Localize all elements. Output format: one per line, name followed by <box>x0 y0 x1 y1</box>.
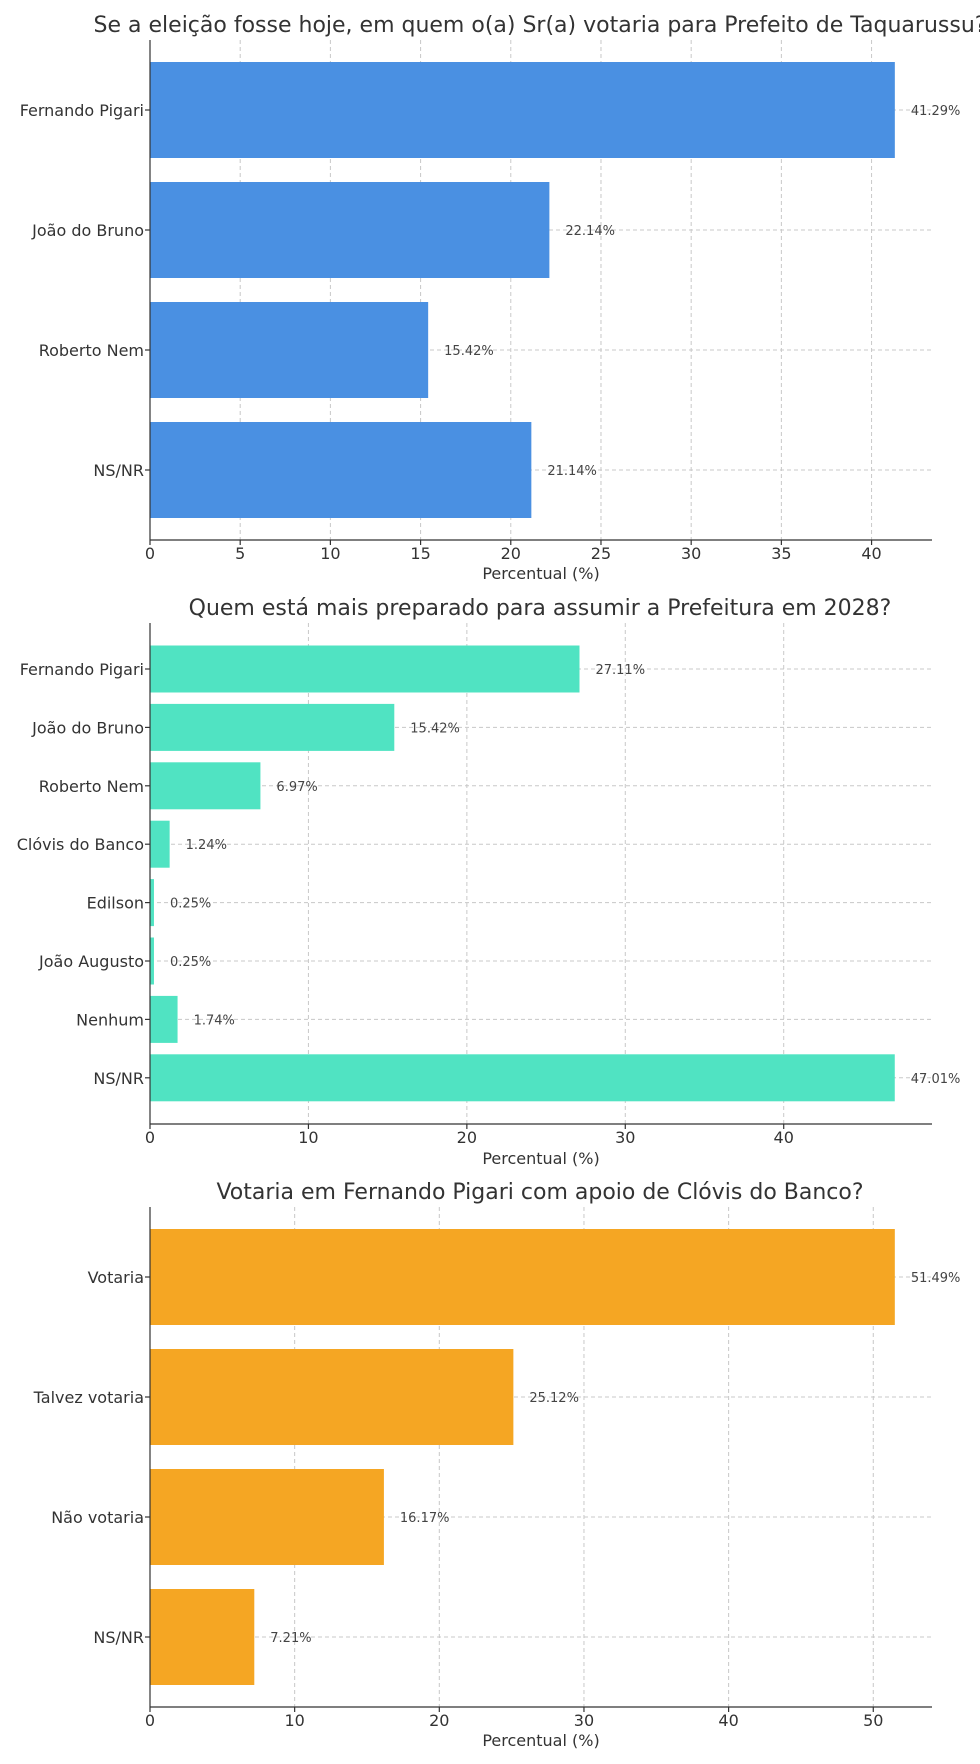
x-tick-label: 5 <box>235 544 245 563</box>
category-label: NS/NR <box>93 1069 144 1088</box>
category-label: João do Bruno <box>31 221 144 240</box>
category-label: João Augusto <box>38 952 144 971</box>
bar <box>150 879 154 927</box>
category-label: Edilson <box>87 894 144 913</box>
bar <box>150 703 395 751</box>
category-label: Fernando Pigari <box>20 101 144 120</box>
bar <box>150 1469 384 1565</box>
category-label: Roberto Nem <box>39 777 144 796</box>
x-tick-label: 30 <box>615 1128 635 1147</box>
x-tick-label: 10 <box>320 544 340 563</box>
chart-3: Votaria em Fernando Pigari com apoio de … <box>33 1180 961 1750</box>
chart-title: Se a eleição fosse hoje, em quem o(a) Sr… <box>94 13 980 38</box>
chart-title: Votaria em Fernando Pigari com apoio de … <box>216 1180 863 1205</box>
category-label: João do Bruno <box>31 718 144 737</box>
x-tick-label: 40 <box>861 544 881 563</box>
chart-title: Quem está mais preparado para assumir a … <box>189 596 892 621</box>
x-tick-label: 40 <box>718 1711 738 1730</box>
data-label: 16.17% <box>400 1511 450 1526</box>
x-axis-label: Percentual (%) <box>482 564 599 583</box>
x-tick-label: 20 <box>501 544 521 563</box>
bar <box>150 645 580 693</box>
bar <box>150 422 532 518</box>
bar <box>150 762 261 810</box>
bar <box>150 302 429 398</box>
data-label: 21.14% <box>547 464 597 479</box>
x-tick-label: 10 <box>298 1128 318 1147</box>
category-label: Fernando Pigari <box>20 660 144 679</box>
category-label: Não votaria <box>51 1508 144 1527</box>
bar <box>150 1589 255 1685</box>
x-tick-label: 10 <box>284 1711 304 1730</box>
x-tick-label: 0 <box>145 1128 155 1147</box>
category-label: Clóvis do Banco <box>17 835 144 854</box>
bar <box>150 1054 895 1102</box>
data-label: 25.12% <box>529 1391 579 1406</box>
x-tick-label: 15 <box>410 544 430 563</box>
bar <box>150 937 154 985</box>
category-label: Nenhum <box>76 1010 144 1029</box>
x-tick-label: 0 <box>145 544 155 563</box>
data-label: 22.14% <box>565 224 615 239</box>
data-label: 15.42% <box>410 721 460 736</box>
data-label: 6.97% <box>276 780 317 795</box>
x-tick-label: 25 <box>591 544 611 563</box>
data-label: 27.11% <box>595 663 645 678</box>
chart-1: Se a eleição fosse hoje, em quem o(a) Sr… <box>20 13 980 583</box>
data-label: 1.24% <box>186 838 227 853</box>
data-label: 41.29% <box>911 104 961 119</box>
category-label: NS/NR <box>93 1628 144 1647</box>
category-label: Talvez votaria <box>33 1388 144 1407</box>
data-label: 51.49% <box>911 1271 961 1286</box>
x-axis-label: Percentual (%) <box>482 1149 599 1168</box>
bar <box>150 1229 895 1325</box>
bar <box>150 182 550 278</box>
data-label: 0.25% <box>170 955 211 970</box>
x-tick-label: 30 <box>681 544 701 563</box>
x-tick-label: 20 <box>429 1711 449 1730</box>
bar <box>150 820 170 868</box>
x-tick-label: 50 <box>863 1711 883 1730</box>
x-tick-label: 0 <box>145 1711 155 1730</box>
x-axis-label: Percentual (%) <box>482 1731 599 1750</box>
category-label: Votaria <box>88 1268 144 1287</box>
bar <box>150 995 178 1043</box>
x-tick-label: 35 <box>771 544 791 563</box>
data-label: 47.01% <box>911 1072 961 1087</box>
bar <box>150 62 895 158</box>
chart-2: Quem está mais preparado para assumir a … <box>17 596 961 1168</box>
category-label: Roberto Nem <box>39 341 144 360</box>
category-label: NS/NR <box>93 461 144 480</box>
x-tick-label: 20 <box>457 1128 477 1147</box>
data-label: 15.42% <box>444 344 494 359</box>
x-tick-label: 40 <box>774 1128 794 1147</box>
x-tick-label: 30 <box>574 1711 594 1730</box>
data-label: 0.25% <box>170 897 211 912</box>
bar <box>150 1349 514 1445</box>
data-label: 7.21% <box>270 1631 311 1646</box>
data-label: 1.74% <box>194 1013 235 1028</box>
